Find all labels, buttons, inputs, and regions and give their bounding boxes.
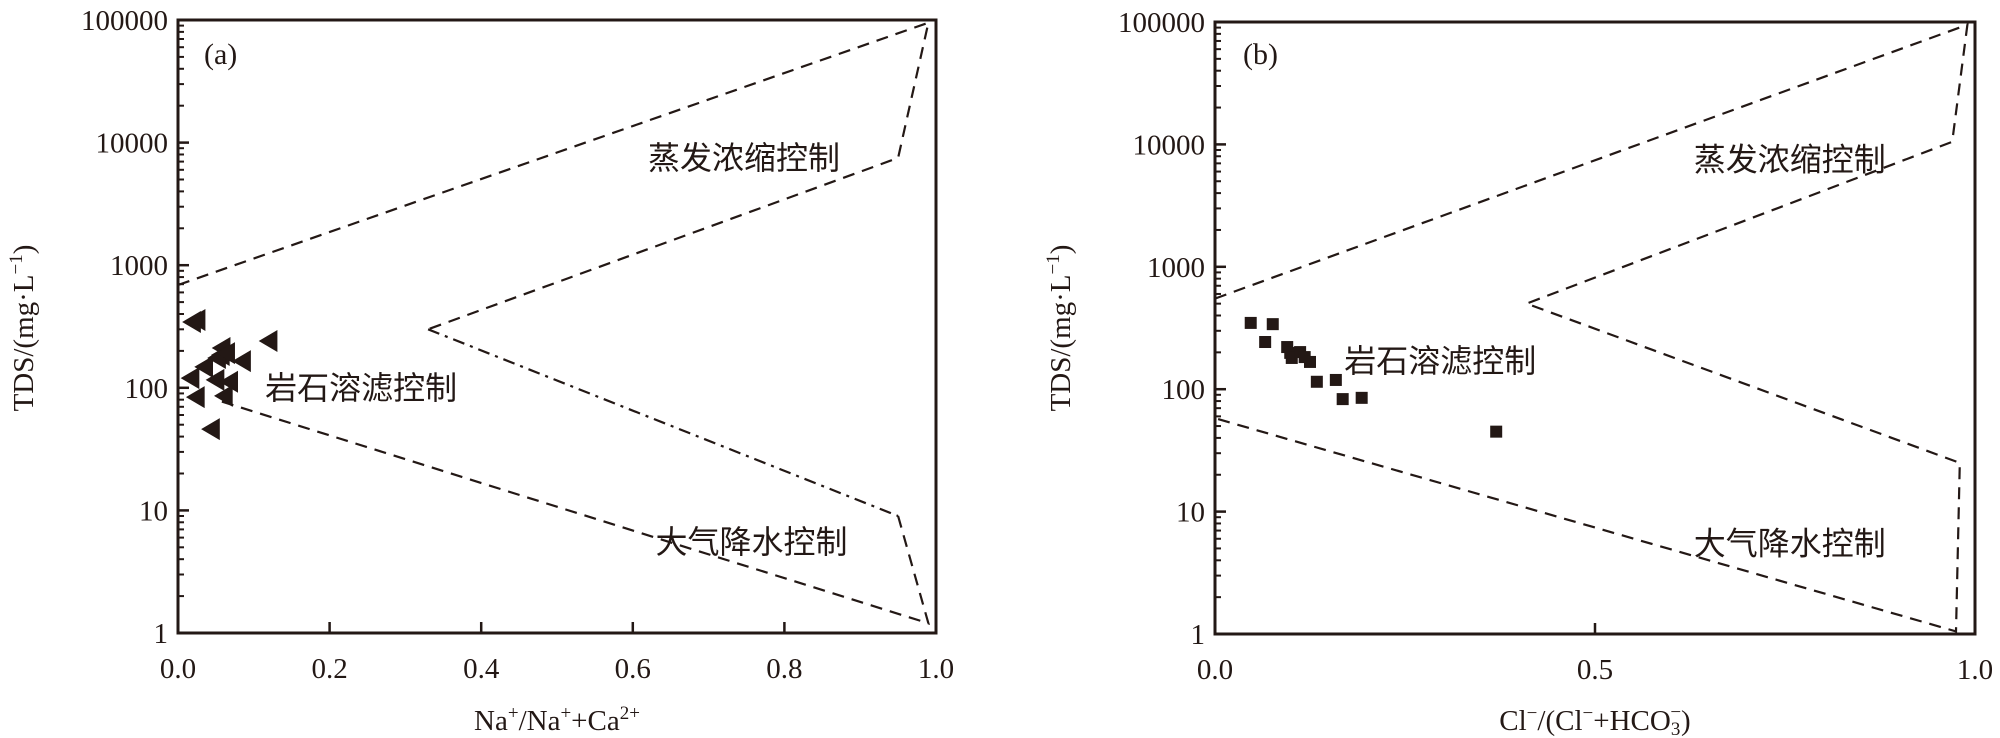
data-point-square <box>1304 355 1316 368</box>
x-ticks-a: 0.0 0.2 0.4 0.6 0.8 1.0 <box>160 622 954 685</box>
panel-label-b: (b) <box>1243 38 1278 71</box>
data-point-square <box>1259 336 1272 349</box>
data-point-square <box>1336 393 1349 406</box>
data-point-triangle <box>186 309 206 332</box>
y-ticks-a: 1 10 100 1000 10000 100000 <box>81 5 189 650</box>
data-point-triangle <box>185 386 205 409</box>
y-tick-label: 100000 <box>1118 7 1205 39</box>
y-tick-label: 10 <box>1176 497 1205 529</box>
region-label: 蒸发浓缩控制 <box>1694 141 1886 179</box>
data-point-triangle <box>219 370 239 393</box>
x-tick-label: 0.0 <box>1197 654 1233 686</box>
region-label: 蒸发浓缩控制 <box>648 139 840 177</box>
data-point-triangle <box>232 350 251 373</box>
y-tick-label: 10000 <box>1133 129 1206 161</box>
data-point-square <box>1329 373 1342 386</box>
y-tick-label: 1000 <box>110 250 168 282</box>
region-label: 岩石溶滤控制 <box>265 369 457 407</box>
data-point-square <box>1266 318 1279 331</box>
region-label: 大气降水控制 <box>656 523 848 561</box>
x-tick-label: 0.8 <box>766 653 802 685</box>
y-tick-label: 1 <box>154 618 169 650</box>
data-point-square <box>1310 375 1323 388</box>
boundary-line-dashed <box>215 398 931 625</box>
y-tick-label: 1 <box>1191 619 1206 651</box>
panel-a: 1 10 100 1000 10000 100000 0.0 0.2 0.4 0.6 0.8 1.0… <box>6 5 954 737</box>
boundaries-a <box>177 21 931 625</box>
data-point-square <box>1355 391 1368 404</box>
x-tick-label: 1.0 <box>1957 654 1993 686</box>
x-tick-label: 0.4 <box>463 653 500 685</box>
y-tick-label: 100 <box>1162 374 1206 406</box>
y-tick-label: 10000 <box>96 128 169 160</box>
y-axis-title-b: TDS/(mg·L−1) <box>1043 245 1077 412</box>
data-point-triangle <box>180 367 200 390</box>
data-point-triangle <box>258 329 278 352</box>
x-tick-label: 0.6 <box>615 653 651 685</box>
panel-b: 1 10 100 1000 10000 100000 0.0 0.5 1.0 蒸发浓缩控制岩石… <box>1043 7 1993 738</box>
data-point-triangle <box>205 368 225 391</box>
y-axis-title-a: TDS/(mg·L−1) <box>6 245 40 412</box>
data-point-triangle <box>194 355 213 378</box>
y-tick-label: 1000 <box>1147 252 1205 284</box>
y-ticks-b: 1 10 100 1000 10000 100000 <box>1118 7 1226 651</box>
boundaries-b <box>1214 23 1969 633</box>
x-tick-label: 1.0 <box>918 653 954 685</box>
y-tick-label: 100000 <box>81 5 168 37</box>
region-label: 大气降水控制 <box>1694 524 1886 562</box>
boundary-line-dashed <box>177 21 930 331</box>
data-point-triangle <box>201 418 220 441</box>
y-tick-label: 10 <box>139 495 168 527</box>
x-axis-title-b: Cl−/(Cl−+HCO3−) <box>1499 702 1690 738</box>
data-point-triangle <box>216 342 235 365</box>
panel-label-a: (a) <box>204 38 237 71</box>
data-point-square <box>1490 425 1503 438</box>
x-axis-title-a: Na+/Na++Ca2+ <box>474 703 640 737</box>
boundary-line-dashed <box>1214 23 1969 633</box>
x-ticks-b: 0.0 0.5 1.0 <box>1197 623 1993 686</box>
x-tick-label: 0.0 <box>160 653 196 685</box>
points-a <box>180 309 278 441</box>
y-tick-label: 100 <box>125 373 169 405</box>
x-tick-label: 0.5 <box>1577 654 1613 686</box>
boundary-line-dashdot <box>427 328 899 518</box>
data-point-square <box>1244 316 1257 329</box>
region-label: 岩石溶滤控制 <box>1344 342 1536 380</box>
plot-frame-a <box>176 18 938 635</box>
points-b <box>1244 316 1503 438</box>
data-point-triangle <box>213 384 233 407</box>
x-tick-label: 0.2 <box>311 653 347 685</box>
